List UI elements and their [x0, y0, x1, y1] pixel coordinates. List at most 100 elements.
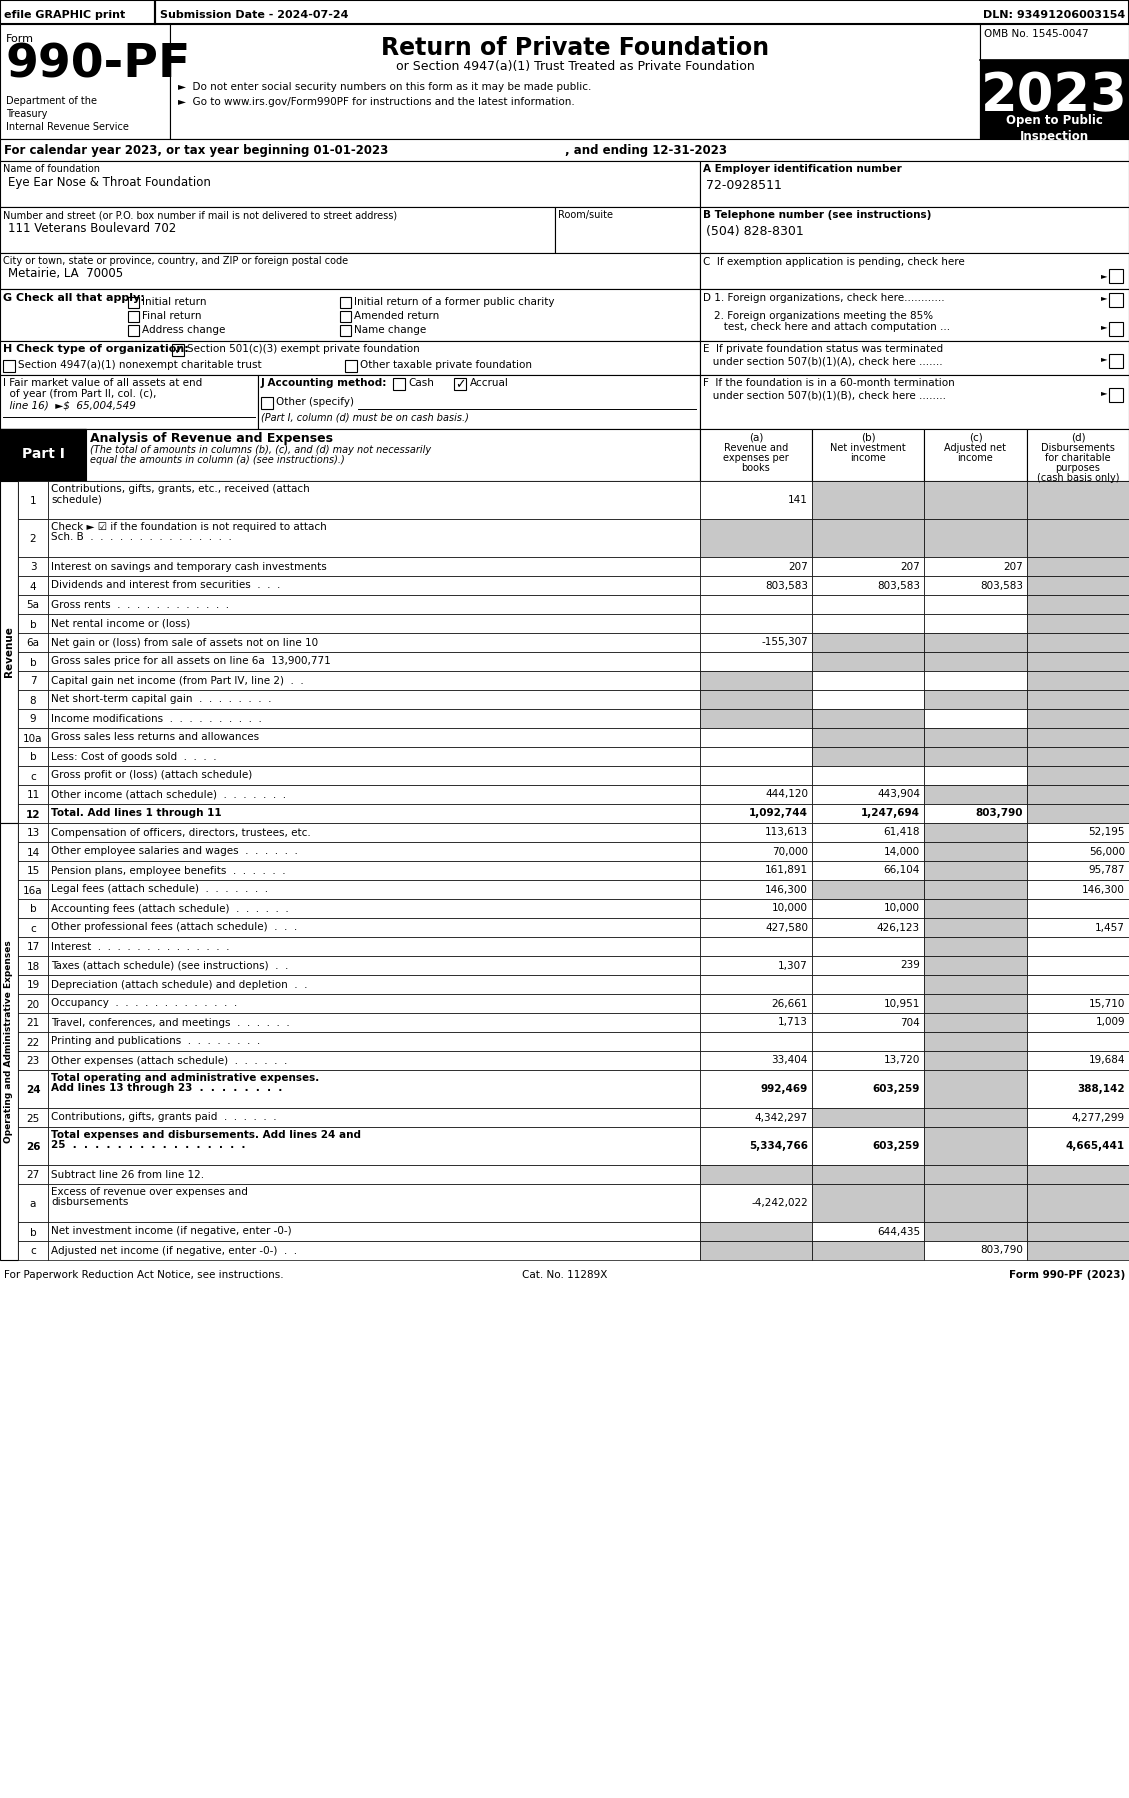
Bar — [700, 289, 1129, 342]
Bar — [18, 994, 49, 1012]
Text: ►  Go to www.irs.gov/Form990PF for instructions and the latest information.: ► Go to www.irs.gov/Form990PF for instru… — [178, 97, 575, 108]
Bar — [700, 1052, 812, 1070]
Text: Analysis of Revenue and Expenses: Analysis of Revenue and Expenses — [90, 432, 333, 444]
Text: c: c — [30, 1246, 36, 1257]
Bar — [812, 766, 924, 786]
Bar — [812, 957, 924, 975]
Bar — [0, 376, 259, 430]
Bar — [0, 289, 700, 342]
Text: schedule): schedule) — [51, 494, 102, 503]
Text: 22: 22 — [26, 1037, 40, 1048]
Bar — [1109, 293, 1123, 307]
Text: 20: 20 — [26, 1000, 40, 1009]
Bar — [18, 613, 49, 633]
Text: For calendar year 2023, or tax year beginning 01-01-2023: For calendar year 2023, or tax year begi… — [5, 144, 388, 156]
Bar — [1027, 994, 1129, 1012]
Bar — [812, 919, 924, 937]
Text: Name of foundation: Name of foundation — [3, 164, 100, 174]
Bar — [0, 0, 155, 23]
Bar — [980, 59, 1129, 138]
Bar — [700, 1070, 812, 1108]
Bar — [0, 23, 1129, 138]
Text: 992,469: 992,469 — [761, 1084, 808, 1093]
Bar — [924, 728, 1027, 746]
Bar — [700, 557, 812, 575]
Bar — [812, 708, 924, 728]
Bar — [0, 0, 1129, 23]
Bar — [812, 1165, 924, 1185]
Bar — [18, 1223, 49, 1241]
Bar — [18, 919, 49, 937]
Bar — [1027, 557, 1129, 575]
Bar — [812, 1012, 924, 1032]
Bar — [924, 879, 1027, 899]
Bar — [18, 1108, 49, 1127]
Text: 25: 25 — [26, 1113, 40, 1124]
Text: 207: 207 — [788, 561, 808, 572]
Bar — [49, 841, 700, 861]
Bar — [812, 575, 924, 595]
Bar — [18, 671, 49, 690]
Bar — [1027, 1012, 1129, 1032]
Text: 1,092,744: 1,092,744 — [749, 809, 808, 818]
Bar — [454, 378, 466, 390]
Bar — [700, 575, 812, 595]
Text: 146,300: 146,300 — [765, 885, 808, 894]
Bar — [924, 1127, 1027, 1165]
Bar — [18, 937, 49, 957]
Bar — [49, 861, 700, 879]
Bar — [924, 595, 1027, 613]
Bar — [1109, 322, 1123, 336]
Bar — [18, 633, 49, 653]
Bar — [49, 746, 700, 766]
Text: -155,307: -155,307 — [761, 638, 808, 647]
Bar — [18, 1127, 49, 1165]
Text: I Fair market value of all assets at end: I Fair market value of all assets at end — [3, 378, 202, 388]
Text: Subtract line 26 from line 12.: Subtract line 26 from line 12. — [51, 1169, 204, 1179]
Text: Contributions, gifts, grants paid  .  .  .  .  .  .: Contributions, gifts, grants paid . . . … — [51, 1113, 277, 1122]
Bar — [924, 1052, 1027, 1070]
Text: Other (specify): Other (specify) — [275, 397, 355, 406]
Text: 2. Foreign organizations meeting the 85%: 2. Foreign organizations meeting the 85% — [714, 311, 934, 322]
Text: 1,247,694: 1,247,694 — [861, 809, 920, 818]
Text: 803,583: 803,583 — [765, 581, 808, 590]
Text: Gross sales less returns and allowances: Gross sales less returns and allowances — [51, 732, 260, 743]
Bar — [700, 430, 812, 482]
Text: City or town, state or province, country, and ZIP or foreign postal code: City or town, state or province, country… — [3, 255, 348, 266]
Bar — [924, 919, 1027, 937]
Bar — [700, 728, 812, 746]
Bar — [812, 690, 924, 708]
Text: 66,104: 66,104 — [884, 865, 920, 876]
Text: Accrual: Accrual — [470, 378, 509, 388]
Bar — [812, 1185, 924, 1223]
Bar — [700, 690, 812, 708]
Bar — [1027, 595, 1129, 613]
Bar — [924, 708, 1027, 728]
Text: Interest on savings and temporary cash investments: Interest on savings and temporary cash i… — [51, 561, 326, 572]
Text: Address change: Address change — [142, 325, 226, 334]
Bar — [1027, 919, 1129, 937]
Text: c: c — [30, 771, 36, 782]
Text: (504) 828-8301: (504) 828-8301 — [706, 225, 804, 237]
Text: J Accounting method:: J Accounting method: — [261, 378, 387, 388]
Bar — [18, 728, 49, 746]
Bar — [700, 1185, 812, 1223]
Bar — [812, 595, 924, 613]
Text: income: income — [957, 453, 994, 464]
Text: ✓: ✓ — [455, 379, 465, 392]
Text: 5a: 5a — [26, 601, 40, 611]
Text: purposes: purposes — [1056, 464, 1101, 473]
Bar — [924, 575, 1027, 595]
Bar — [49, 482, 700, 520]
Text: Revenue: Revenue — [5, 626, 14, 678]
Bar — [49, 557, 700, 575]
Text: , and ending 12-31-2023: , and ending 12-31-2023 — [564, 144, 727, 156]
Bar — [49, 823, 700, 841]
Text: Other income (attach schedule)  .  .  .  .  .  .  .: Other income (attach schedule) . . . . .… — [51, 789, 286, 800]
Text: (d): (d) — [1070, 433, 1085, 442]
Bar — [18, 746, 49, 766]
Text: 27: 27 — [26, 1170, 40, 1181]
Bar — [700, 342, 1129, 376]
Text: OMB No. 1545-0047: OMB No. 1545-0047 — [984, 29, 1088, 40]
Text: 1,307: 1,307 — [778, 960, 808, 971]
